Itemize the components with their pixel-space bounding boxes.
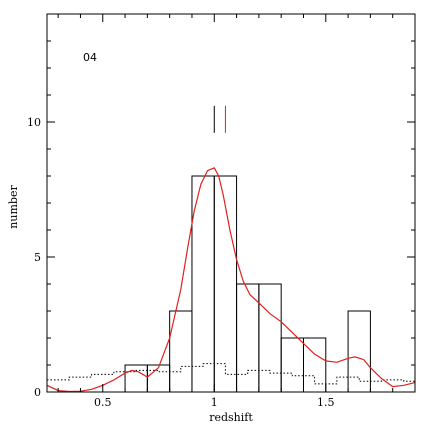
smooth-series-line <box>46 167 416 393</box>
histogram-bar <box>124 364 148 393</box>
panel-label: 04 <box>83 51 97 64</box>
dotted-series-line <box>47 363 415 385</box>
histogram-bar <box>258 283 282 393</box>
y-tick-label: 10 <box>27 116 41 129</box>
y-axis-label: number <box>7 185 20 229</box>
x-axis-label: redshift <box>209 411 253 424</box>
x-tick-label: 1 <box>211 396 218 409</box>
x-tick-label: 1.5 <box>317 396 335 409</box>
plot-frame <box>46 13 416 393</box>
histogram-bar <box>280 337 304 393</box>
histogram-bar <box>347 310 371 393</box>
x-tick-label: 0.5 <box>94 396 112 409</box>
y-tick-label: 5 <box>34 251 41 264</box>
histogram-bar <box>146 364 171 393</box>
y-tick-label: 0 <box>34 386 41 399</box>
